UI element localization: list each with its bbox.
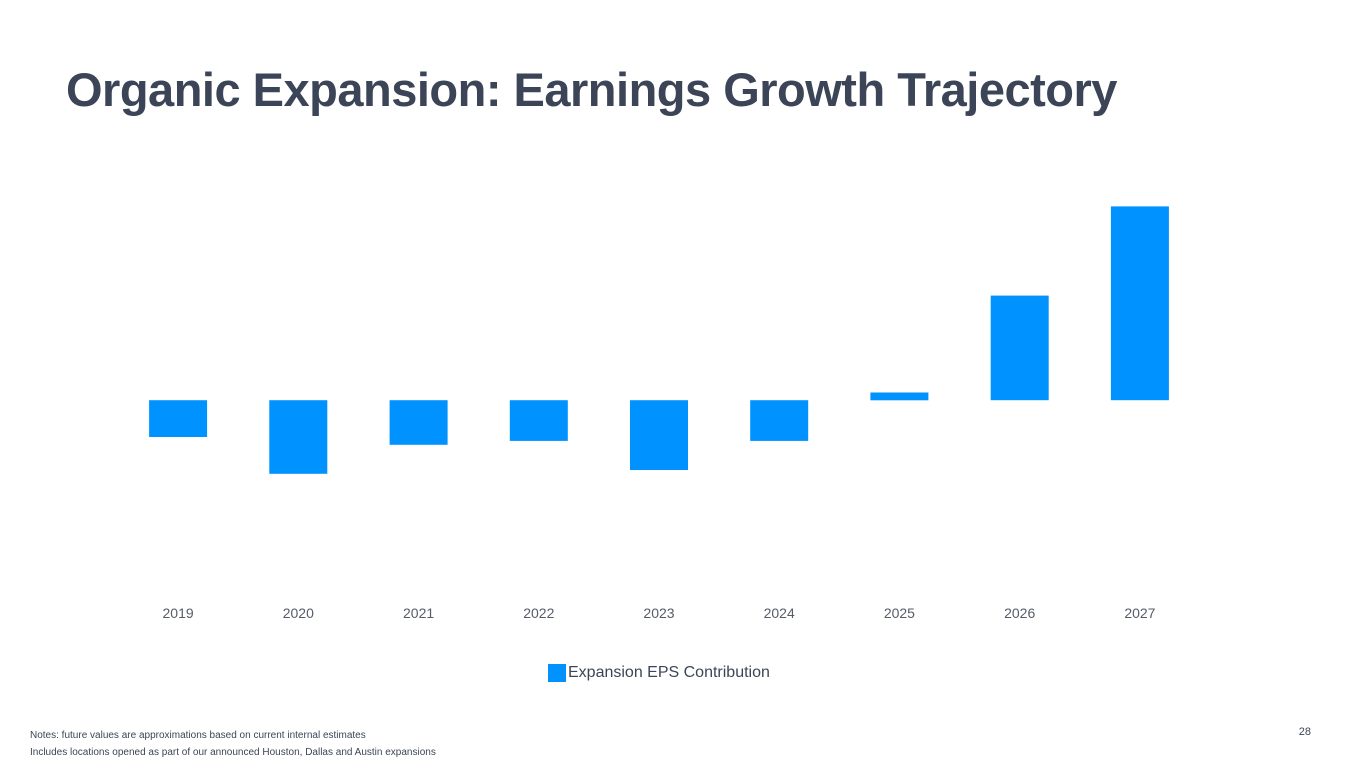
page-number: 28	[1298, 726, 1311, 738]
bar-2023	[630, 400, 688, 470]
x-tick-label-2019: 2019	[163, 605, 194, 621]
bar-2022	[509, 400, 568, 441]
chart-legend: Expansion EPS Contribution	[548, 664, 770, 682]
bar-2026	[990, 295, 1049, 401]
footnote-1: Notes: future values are approximations …	[30, 730, 366, 741]
x-tick-label-2023: 2023	[643, 605, 674, 621]
x-tick-label-2022: 2022	[523, 605, 554, 621]
x-axis-tick-labels: 2019 2020 2021 2022 2023 2024 2025 2026 2027	[163, 605, 1156, 621]
footnote-2: Includes locations opened as part of our…	[30, 747, 436, 758]
bar-2025	[870, 392, 929, 401]
x-tick-label-2027: 2027	[1124, 605, 1155, 621]
x-tick-label-2020: 2020	[283, 605, 314, 621]
bar-2024	[750, 400, 809, 441]
legend-swatch	[548, 664, 566, 682]
bar-2021	[389, 400, 448, 445]
x-tick-label-2021: 2021	[403, 605, 434, 621]
slide-title: Organic Expansion: Earnings Growth Traje…	[66, 63, 1117, 116]
x-tick-label-2024: 2024	[764, 605, 795, 621]
bars-group	[149, 206, 1169, 474]
bar-2019	[149, 400, 208, 437]
footnotes: Notes: future values are approximations …	[30, 727, 436, 761]
x-tick-label-2026: 2026	[1004, 605, 1035, 621]
bar-2020	[269, 400, 328, 474]
legend-label: Expansion EPS Contribution	[568, 664, 770, 681]
bar-2027	[1110, 206, 1169, 401]
x-tick-label-2025: 2025	[884, 605, 915, 621]
